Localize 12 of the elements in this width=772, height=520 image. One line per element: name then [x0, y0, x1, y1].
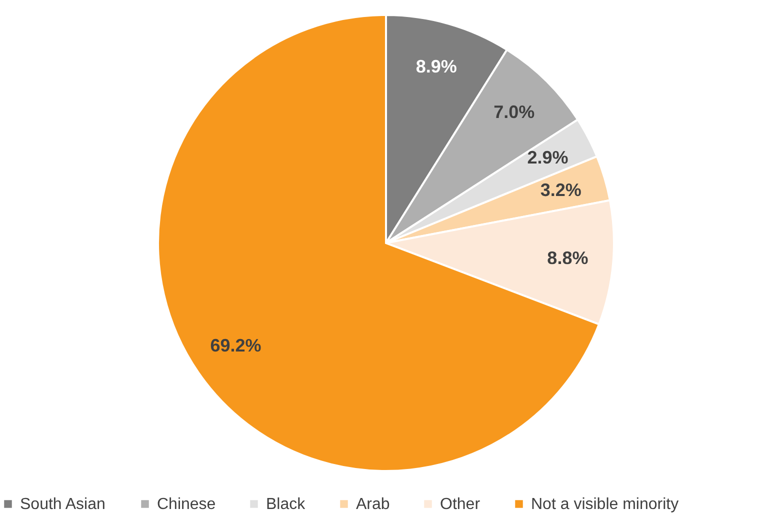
legend-label: South Asian: [20, 496, 106, 513]
legend-label: Chinese: [157, 496, 216, 513]
legend-label: Arab: [356, 496, 390, 513]
data-label: 3.2%: [540, 180, 582, 200]
legend-label: Not a visible minority: [531, 496, 679, 513]
data-label: 8.8%: [547, 248, 588, 268]
legend-label: Other: [440, 496, 481, 513]
data-label: 69.2%: [210, 335, 262, 356]
data-label: 2.9%: [527, 148, 568, 168]
data-label: 7.0%: [494, 102, 535, 122]
legend-label: Black: [266, 496, 306, 513]
data-label: 8.9%: [416, 56, 457, 77]
